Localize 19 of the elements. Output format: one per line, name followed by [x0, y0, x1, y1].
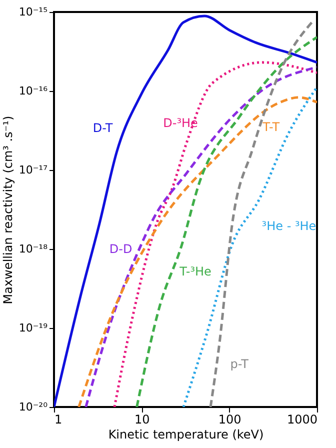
y-tick-label: 10⁻¹⁶ [18, 84, 48, 98]
annotation: p-T [230, 356, 250, 371]
annotation: D-³He [163, 116, 198, 130]
annotation: D-D [109, 242, 132, 256]
annotation: ³He - ³He [262, 218, 316, 233]
y-tick-label: 10⁻¹⁹ [18, 322, 48, 334]
x-tick-label: 1000 [286, 412, 318, 426]
x-tick-label: 100 [218, 412, 242, 426]
y-tick-label: 10⁻¹⁵ [18, 6, 48, 18]
y-axis-title: Maxwellian reactivity (cm³ .s⁻¹) [0, 116, 15, 304]
x-tick-label: 1 [54, 412, 62, 426]
x-axis-title: Kinetic temperature (keV) [108, 428, 264, 442]
y-tick-label: 10⁻¹⁸ [18, 242, 48, 256]
y-tick-label: 10⁻²⁰ [18, 400, 48, 414]
annotation: T-³He [178, 264, 212, 279]
annotation: D-T [92, 120, 114, 135]
annotation: T-T [262, 120, 280, 134]
x-tick-label: 10 [134, 412, 150, 426]
y-tick-label: 10⁻¹⁷ [18, 164, 48, 176]
